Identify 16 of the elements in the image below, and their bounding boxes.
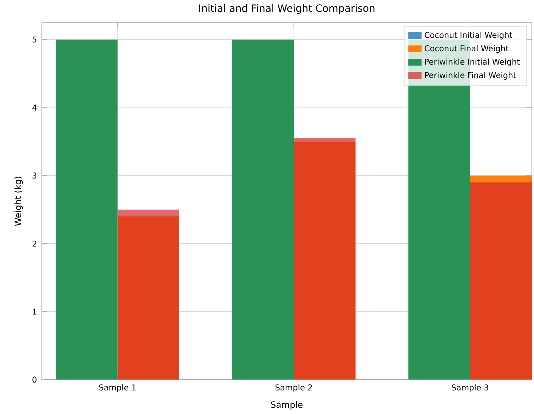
legend-label: Coconut Final Weight: [424, 45, 509, 54]
y-axis-title: Weight (kg): [14, 176, 24, 226]
y-tick-label: 5: [32, 36, 37, 43]
legend-label: Periwinkle Final Weight: [425, 72, 516, 80]
legend-label: Coconut Initial Weight: [424, 32, 512, 40]
y-tick-label: 4: [32, 104, 37, 111]
y-tick-label: 3: [32, 172, 37, 179]
x-axis-title: Sample: [271, 401, 303, 410]
chart-title: Initial and Final Weight Comparison: [200, 4, 375, 14]
x-tick-label: Sample 3: [452, 384, 488, 392]
x-tick-label: Sample 2: [276, 384, 312, 392]
y-tick-label: 0: [32, 376, 37, 383]
y-tick-label: 2: [32, 240, 36, 247]
legend-label: Periwinkle Initial Weight: [425, 58, 520, 66]
x-tick-label: Sample 1: [100, 384, 136, 392]
y-tick-label: 1: [33, 308, 37, 315]
